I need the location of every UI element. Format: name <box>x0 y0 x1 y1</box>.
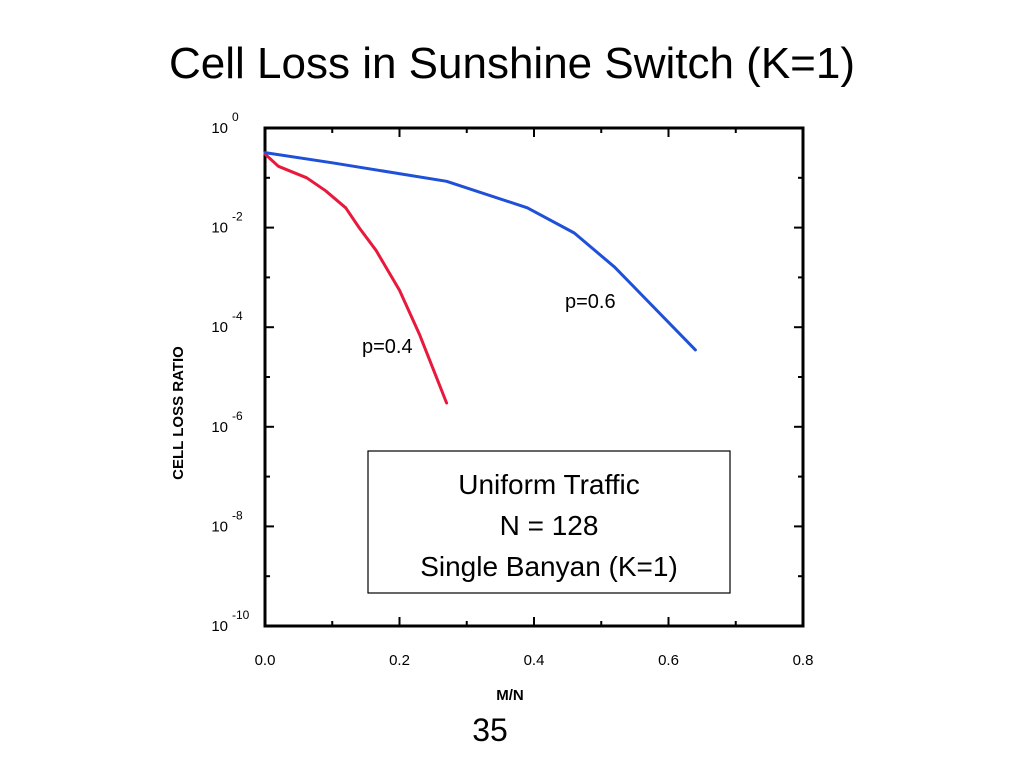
y-axis-label: CELL LOSS RATIO <box>170 346 187 480</box>
y-tick-label-base: 10 <box>211 618 228 635</box>
y-tick-label-exponent: -8 <box>232 508 243 522</box>
tick-labels: 0.0 0.2 0.4 0.6 0.8 10 0 10 -2 10 -4 10 -6 10 -8 10 -10 <box>211 110 813 669</box>
series-label-p04: p=0.4 <box>362 336 413 358</box>
series-label-p06: p=0.6 <box>565 291 616 313</box>
y-tick-label-base: 10 <box>211 518 228 535</box>
x-tick-label: 0.0 <box>255 652 276 669</box>
series-line-p04 <box>263 152 449 405</box>
info-box: Uniform Traffic N = 128 Single Banyan (K… <box>367 450 731 594</box>
info-box-line-1: Uniform Traffic <box>458 469 640 500</box>
y-tick-label-exponent: -2 <box>232 210 243 224</box>
slide-title: Cell Loss in Sunshine Switch (K=1) <box>169 39 855 88</box>
page-number: 35 <box>472 712 508 748</box>
x-tick-label: 0.6 <box>658 652 679 669</box>
x-axis-label: M/N <box>496 687 524 704</box>
y-tick-label-base: 10 <box>211 120 228 137</box>
info-box-frame <box>367 450 731 594</box>
y-tick-label-base: 10 <box>211 220 228 237</box>
y-tick-label-exponent: 0 <box>232 110 239 124</box>
y-tick-label-base: 10 <box>211 319 228 336</box>
x-tick-label: 0.2 <box>389 652 410 669</box>
axis-ticks <box>264 127 804 627</box>
series-lines <box>263 151 697 405</box>
info-box-line-3: Single Banyan (K=1) <box>420 551 678 582</box>
series-line-p06 <box>263 151 697 352</box>
y-tick-label-exponent: -10 <box>232 608 250 622</box>
x-tick-label: 0.8 <box>793 652 814 669</box>
x-tick-label: 0.4 <box>524 652 545 669</box>
y-tick-label-exponent: -4 <box>232 309 243 323</box>
y-tick-label-base: 10 <box>211 419 228 436</box>
info-box-line-2: N = 128 <box>500 510 599 541</box>
y-tick-label-exponent: -6 <box>232 409 243 423</box>
